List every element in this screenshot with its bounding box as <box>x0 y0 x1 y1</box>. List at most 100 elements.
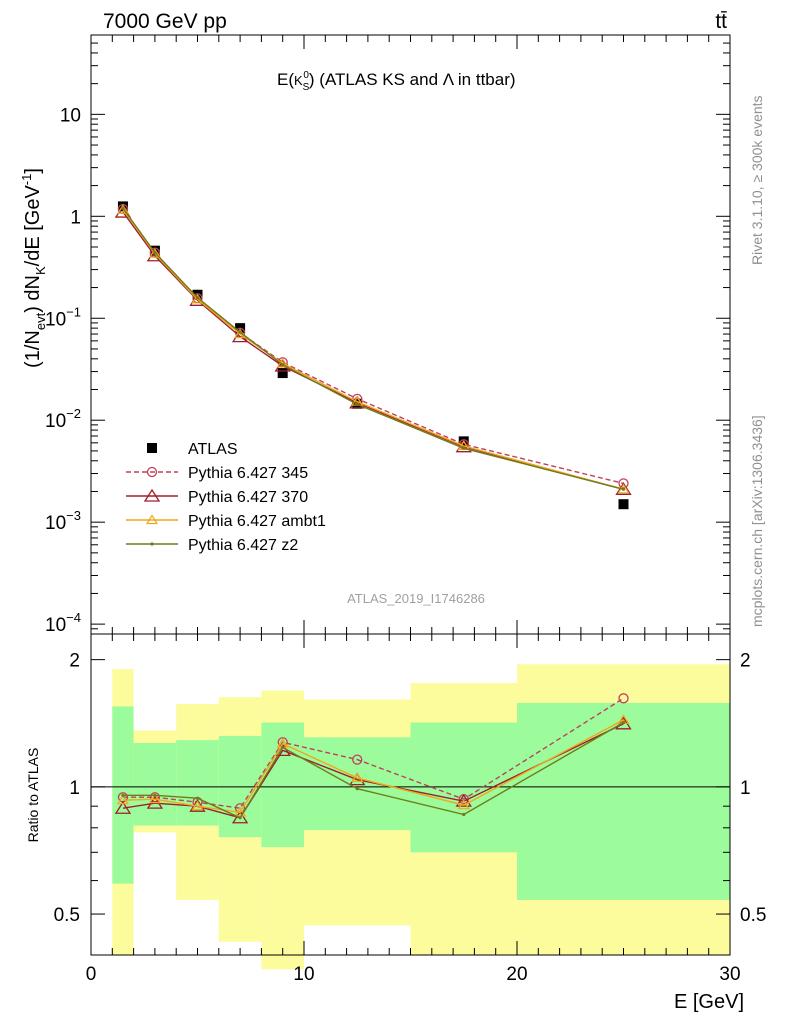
legend-entry-4: Pythia 6.427 z2 <box>126 537 298 554</box>
ratio-bands <box>112 664 730 970</box>
rivet-label: Rivet 3.1.10, ≥ 300k events <box>749 95 765 265</box>
ratio-point-3-2 <box>195 796 200 800</box>
legend-entry-3: Pythia 6.427 ambt1 <box>126 513 326 530</box>
energy-label: 7000 GeV pp <box>103 10 227 33</box>
legend-label-3: Pythia 6.427 ambt1 <box>188 513 326 530</box>
y-label-sub1: evt <box>33 312 48 330</box>
ratio-point-3-6 <box>462 812 466 817</box>
legend-label-1: Pythia 6.427 345 <box>188 465 308 482</box>
legend-marker-0 <box>147 443 157 453</box>
mcplots-label: mcplots.cern.ch [arXiv:1306.3436] <box>749 415 765 627</box>
ratio-line-2 <box>122 719 624 814</box>
legend-marker-2 <box>143 488 161 502</box>
main-point-4-6 <box>462 446 466 450</box>
legend-marker-4 <box>150 542 154 546</box>
ratio-point-3-7 <box>621 720 626 725</box>
y-tick-exponent: −4 <box>66 610 81 625</box>
main-line-4 <box>122 207 624 490</box>
legend-entry-1: Pythia 6.427 345 <box>126 465 308 482</box>
main-series <box>114 201 632 510</box>
x-axis-label: E [GeV] <box>674 991 744 1013</box>
ratio-point-3-5 <box>355 787 359 791</box>
main-point-4-7 <box>621 487 626 491</box>
ratio-series <box>114 693 632 824</box>
ratio-y-tick-label-left: 1 <box>69 778 80 799</box>
ratio-point-1-6 <box>455 793 472 807</box>
ratio-y-tick-label-right: 2 <box>740 651 751 672</box>
ratio-point-2-5 <box>351 772 364 782</box>
main-point-4-3 <box>238 330 242 334</box>
ratio-point-3-0 <box>121 793 125 797</box>
ratio-point-2-2 <box>191 800 204 811</box>
band-inner-6 <box>410 722 517 853</box>
x-tick-label: 10 <box>293 964 314 985</box>
ratio-point-1-3 <box>231 810 249 824</box>
legend: ATLAS Pythia 6.427 345 Pythia 6.427 370 Pyt… <box>126 441 326 554</box>
y-label-part2: ) dN <box>22 275 44 313</box>
main-panel-frame <box>90 34 731 635</box>
legend-entry-0: ATLAS <box>147 441 238 458</box>
legend-label-2: Pythia 6.427 370 <box>188 489 308 506</box>
ratio-y-tick-label-left: 2 <box>69 651 80 672</box>
y-tick-base: 10 <box>45 513 66 534</box>
main-y-label: (1/Nevt) dNK/dE [GeV-1] <box>19 168 48 368</box>
ratio-y-tick-label-right: 1 <box>740 778 751 799</box>
legend-label-4: Pythia 6.427 z2 <box>188 537 298 554</box>
legend-entry-2: Pythia 6.427 370 <box>126 488 308 506</box>
ratio-point-3-3 <box>238 816 242 820</box>
ratio-point-0-5 <box>352 754 363 765</box>
y-tick-label: 10 <box>60 105 81 126</box>
analysis-watermark: ATLAS_2019_I1746286 <box>347 591 485 606</box>
ratio-y-tick-label-left: 0.5 <box>54 905 80 926</box>
title-k: K <box>294 73 303 88</box>
y-tick-exponent: −3 <box>66 508 81 523</box>
title-sub: S <box>303 82 310 93</box>
y-tick-label: 10−3 <box>45 508 81 534</box>
y-label-part1: (1/N <box>22 330 44 368</box>
y-tick-label: 1 <box>70 207 81 228</box>
main-point-3-1 <box>148 248 161 258</box>
y-tick-base: 10 <box>60 105 81 126</box>
y-tick-label: 10−2 <box>45 406 81 432</box>
band-inner-7 <box>517 702 730 900</box>
x-tick-label: 30 <box>719 964 740 985</box>
ratio-line-3 <box>123 721 624 819</box>
y-label-part4: ] <box>22 168 44 174</box>
ratio-point-2-1 <box>148 793 161 804</box>
ratio-point-3-1 <box>153 793 157 797</box>
ratio-point-0-1 <box>149 792 161 803</box>
y-tick-base: 10 <box>45 309 66 330</box>
title-sup: 0 <box>303 70 309 81</box>
ratio-line-1 <box>122 723 624 819</box>
y-tick-base: 10 <box>45 615 66 636</box>
ratio-series-3 <box>121 720 626 820</box>
main-point-4-1 <box>153 251 157 255</box>
y-tick-base: 10 <box>45 411 66 432</box>
legend-label-0: ATLAS <box>188 441 238 458</box>
x-tick-label: 20 <box>506 964 527 985</box>
y-tick-base: 1 <box>70 207 81 228</box>
process-label: tt̄ <box>715 10 727 33</box>
main-point-4-0 <box>121 206 125 210</box>
y-label-sub2: K <box>33 266 48 275</box>
main-point-4-5 <box>355 402 359 406</box>
band-inner-5 <box>304 737 411 831</box>
main-point-0-4 <box>277 368 288 379</box>
main-point-0-7 <box>618 499 629 510</box>
legend-marker-3 <box>145 514 159 525</box>
ratio-point-2-6 <box>457 799 470 810</box>
ratio-y-label: Ratio to ATLAS <box>25 748 41 843</box>
title-suffix: ) (ATLAS KS and Λ in ttbar) <box>309 70 516 89</box>
main-point-4-4 <box>281 363 285 367</box>
band-inner-2 <box>176 740 219 826</box>
y-label-sup: -1 <box>19 174 34 186</box>
main-series-4 <box>121 206 626 491</box>
band-inner-1 <box>133 742 177 826</box>
main-series-0 <box>117 201 629 510</box>
ratio-point-2-0 <box>116 794 130 805</box>
y-tick-label: 10−4 <box>45 610 81 636</box>
band-inner-4 <box>261 722 304 848</box>
